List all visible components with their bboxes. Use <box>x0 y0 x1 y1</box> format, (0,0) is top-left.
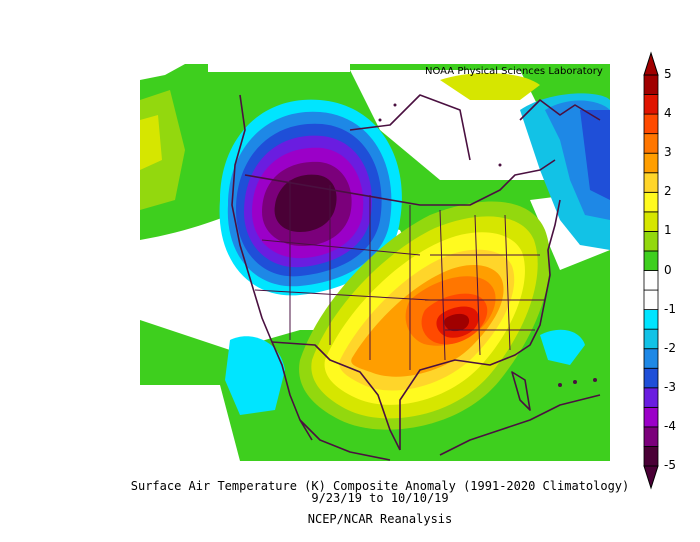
colorbar-cell <box>643 406 659 428</box>
colorbar-cell <box>643 289 659 310</box>
anomaly-field <box>140 64 610 461</box>
colorbar-cell <box>643 152 659 174</box>
caption-dates: 9/23/19 to 10/10/19 <box>311 491 449 505</box>
mexico-coast <box>299 419 391 461</box>
colorbar-tick-label: 2 <box>664 184 672 199</box>
colorbar-tick-label: 5 <box>664 67 672 81</box>
colorbar-cell <box>643 446 659 467</box>
state-lines <box>254 180 545 370</box>
colorbar-cell <box>643 367 659 389</box>
gulf-atlantic-coast <box>399 199 561 450</box>
colorbar-cell <box>643 74 659 95</box>
field-corner-sw <box>140 385 240 461</box>
field-cyan-atlantic <box>540 329 585 365</box>
canada-us-border <box>244 159 556 206</box>
colorbar-cell <box>643 250 659 271</box>
colorbar-tick-label: 1 <box>664 223 672 238</box>
caption-source: NCEP/NCAR Reanalysis <box>307 512 453 526</box>
colorbar-tick-label: -2 <box>664 340 676 355</box>
colorbar-cell <box>643 348 659 369</box>
colorbar-cell <box>643 172 659 193</box>
colorbar-cell <box>643 133 659 154</box>
colorbar-cell <box>643 211 659 232</box>
caribbean-coast <box>439 394 601 456</box>
colorbar-cell <box>643 230 659 252</box>
colorbar <box>643 51 659 490</box>
colorbar-tick-label: -5 <box>664 458 676 472</box>
field-warm-peak <box>444 313 470 332</box>
colorbar-cell <box>643 113 659 135</box>
field-darkblue-northeast <box>580 110 610 200</box>
hudson-coast <box>349 94 471 161</box>
colorbar-cell <box>643 328 659 350</box>
credit-label: NOAA Physical Sciences Laboratory <box>425 66 603 77</box>
state-grid <box>254 180 545 370</box>
field-yellow-north <box>440 73 540 100</box>
colorbar-cell <box>643 191 659 213</box>
west-coastline <box>231 94 313 441</box>
field-top-gap <box>208 64 350 72</box>
colorbar-bottom-arrow <box>643 465 659 490</box>
colorbar-cell <box>643 309 659 330</box>
colorbar-tick-label: -4 <box>664 418 676 433</box>
colorbar-tick-label: 0 <box>664 262 672 277</box>
colorbar-cell <box>643 270 659 291</box>
field-corner-nw <box>140 64 185 80</box>
colorbar-cell <box>643 94 659 115</box>
islands <box>378 103 597 387</box>
colorbar-tick-label: 4 <box>664 106 672 121</box>
us-mexico-border <box>271 341 401 451</box>
field-yellow-west <box>140 115 162 170</box>
florida <box>511 371 531 411</box>
colorbar-tick-label: -1 <box>664 301 676 316</box>
colorbar-tick-label: -3 <box>664 379 676 394</box>
colorbar-tick-label: 3 <box>664 145 672 160</box>
caption-title: Surface Air Temperature (K) Composite An… <box>130 479 630 493</box>
boundaries <box>231 94 601 461</box>
colorbar-cells <box>643 74 659 467</box>
colorbar-top-arrow <box>643 51 659 76</box>
colorbar-cell <box>643 387 659 408</box>
field-cyan-southwest <box>225 336 285 415</box>
colorbar-cell <box>643 426 659 447</box>
labrador-coast <box>519 99 601 121</box>
